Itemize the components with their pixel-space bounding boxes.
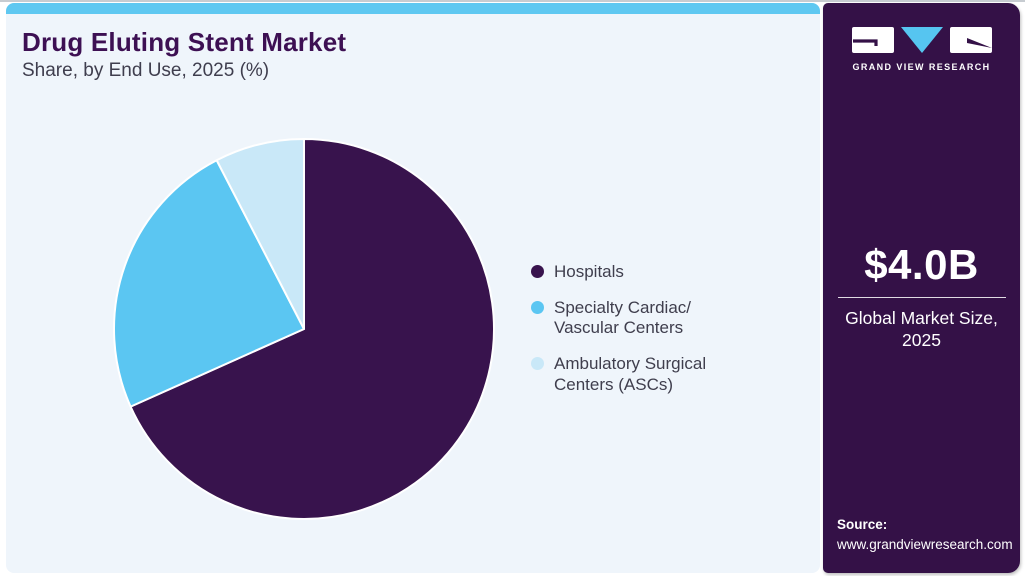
- gvr-logo-shapes: [851, 27, 992, 53]
- legend-item-label: Specialty Cardiac/ Vascular Centers: [554, 297, 692, 338]
- gvr-logo-r-icon: [949, 27, 992, 53]
- accent-bar: [6, 3, 820, 14]
- market-size-divider: [837, 297, 1006, 298]
- legend-item: Specialty Cardiac/ Vascular Centers: [531, 298, 706, 339]
- source-block: Source: www.grandviewresearch.com: [837, 515, 1013, 556]
- gvr-logo-g-icon: [851, 27, 894, 53]
- source-label: Source:: [837, 516, 888, 532]
- legend: Hospitals Specialty Cardiac/ Vascular Cen…: [531, 262, 706, 396]
- source-url: www.grandviewresearch.com: [837, 536, 1013, 552]
- pie-slice-ambulatory-surgical-centers-ascs: [215, 138, 305, 330]
- gvr-logo-wordmark: GRAND VIEW RESEARCH: [852, 62, 991, 72]
- page-subtitle: Share, by End Use, 2025 (%): [22, 60, 270, 81]
- legend-item-label: Hospitals: [554, 262, 624, 281]
- page-title: Drug Eluting Stent Market: [22, 27, 347, 57]
- top-edge-line: [0, 0, 1025, 2]
- market-size-value: $4.0B: [864, 241, 979, 288]
- market-size-label: Global Market Size, 2025: [845, 308, 998, 351]
- legend-item: Ambulatory Surgical Centers (ASCs): [531, 354, 706, 395]
- pie-slice-hospitals: [129, 138, 496, 520]
- pie-slice-specialty-cardiac-vascular-centers: [113, 159, 305, 408]
- gvr-logo: GRAND VIEW RESEARCH: [823, 27, 1020, 72]
- pie-chart: [113, 138, 496, 520]
- legend-swatch-icon: [531, 265, 544, 278]
- legend-item: Hospitals: [531, 262, 706, 283]
- sidebar: GRAND VIEW RESEARCH $4.0B Global Market …: [823, 3, 1020, 573]
- market-size-block: $4.0B Global Market Size, 2025: [823, 241, 1020, 352]
- legend-item-label: Ambulatory Surgical Centers (ASCs): [554, 354, 707, 394]
- legend-swatch-icon: [531, 357, 544, 371]
- gvr-logo-v-icon: [900, 27, 943, 53]
- legend-swatch-icon: [531, 300, 544, 314]
- chart-card: Drug Eluting Stent Market Share, by End …: [6, 3, 820, 573]
